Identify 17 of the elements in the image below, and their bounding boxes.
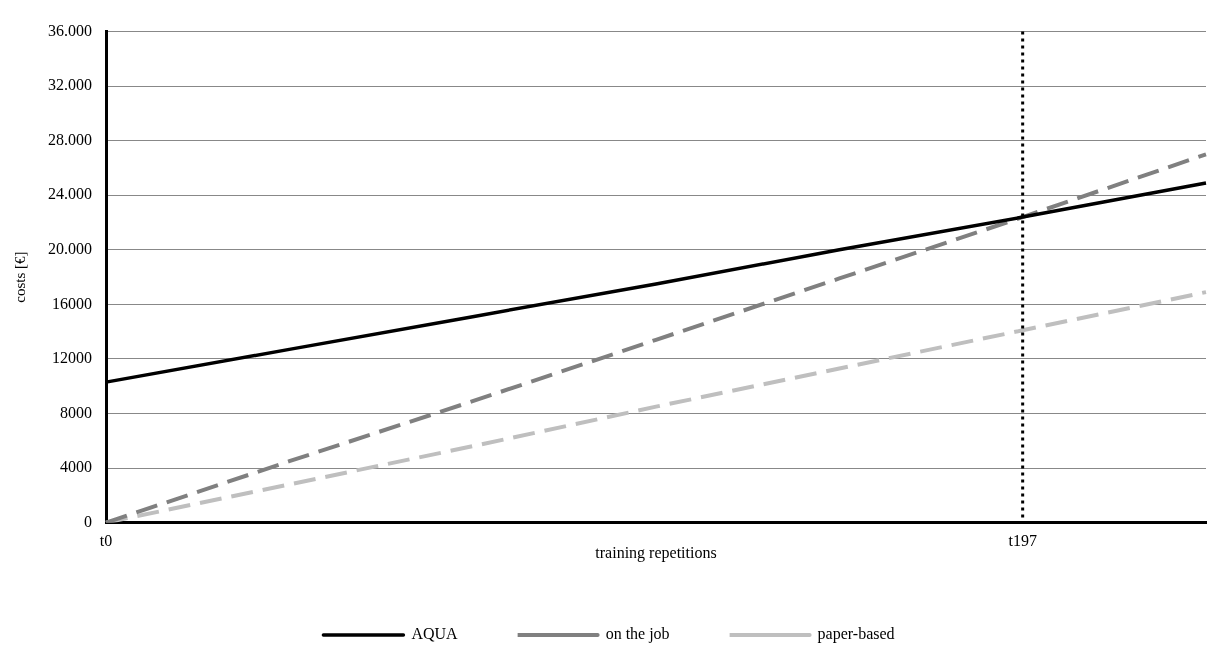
x-tick-label: t0 — [99, 532, 113, 550]
y-tick-label: 8000 — [60, 403, 92, 421]
y-axis-title: costs [€] — [11, 251, 28, 303]
y-tick-label: 4000 — [60, 458, 92, 476]
y-tick-label: 20.000 — [48, 240, 92, 258]
y-tick-label: 28.000 — [48, 130, 92, 148]
y-tick-label: 12000 — [52, 349, 92, 367]
x-axis-title: training repetitions — [595, 543, 717, 562]
x-tick-label: t197 — [1008, 532, 1037, 550]
y-tick-label: 24.000 — [48, 185, 92, 203]
y-tick-label: 32.000 — [48, 76, 92, 94]
y-tick-label: 36.000 — [48, 21, 92, 39]
y-tick-label: 0 — [84, 512, 92, 530]
legend-label: on the job — [605, 625, 670, 644]
legend-label: paper-based — [817, 625, 895, 644]
legend-label: AQUA — [411, 625, 459, 643]
y-tick-label: 16000 — [52, 294, 92, 312]
